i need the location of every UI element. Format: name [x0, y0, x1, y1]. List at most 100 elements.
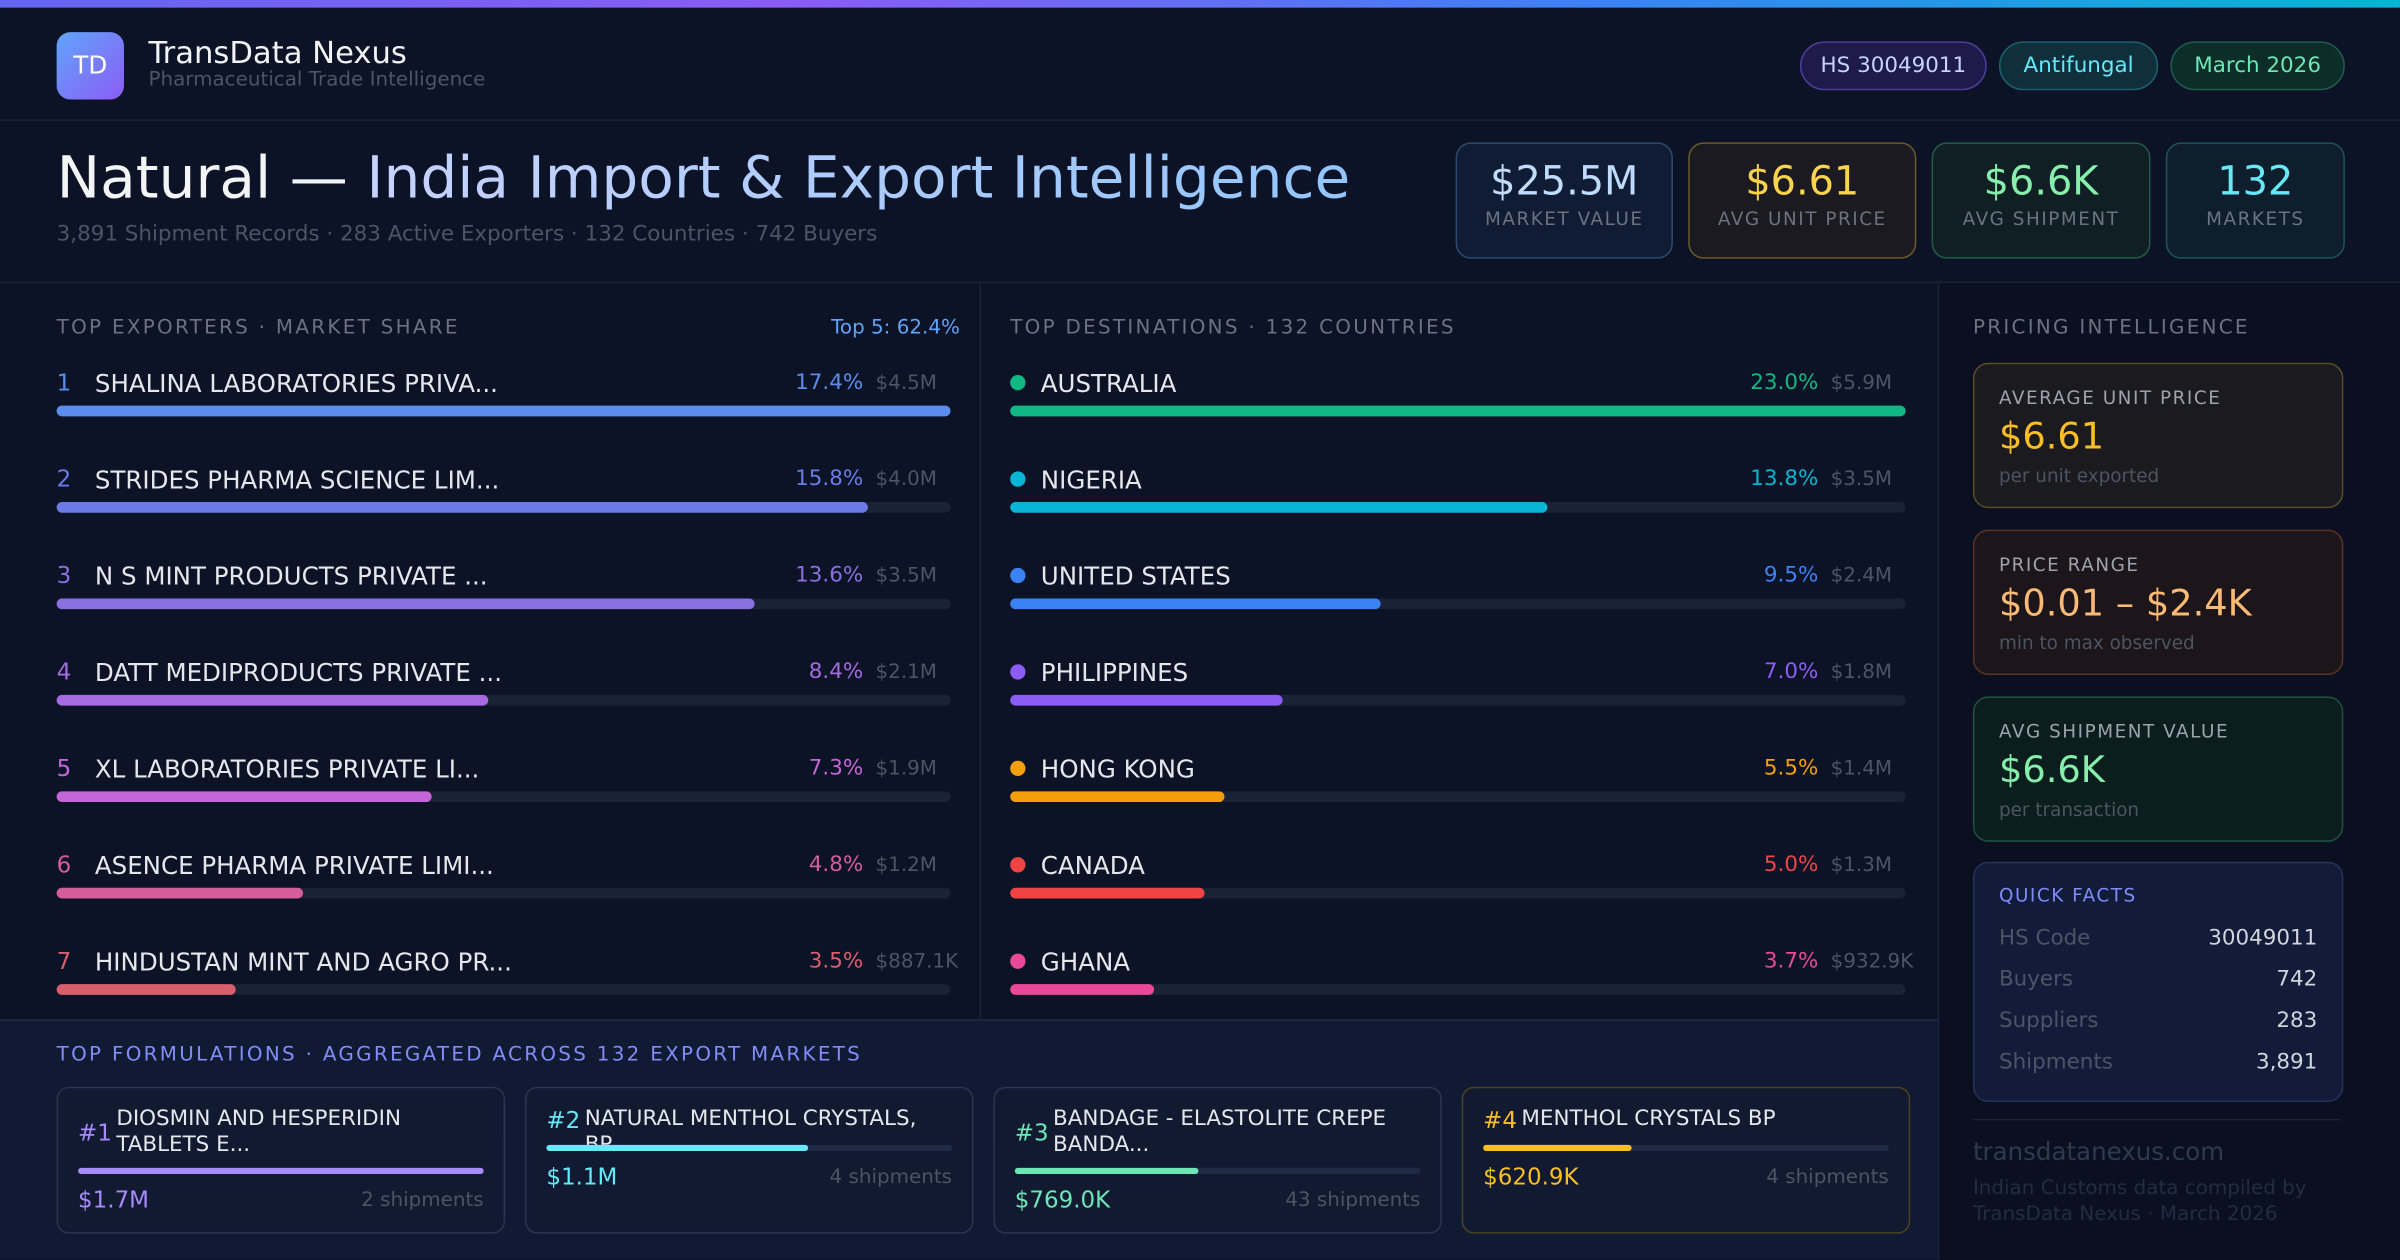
pricing-value: $0.01 – $2.4K: [1998, 581, 2252, 625]
kpi-label: AVG UNIT PRICE: [1717, 208, 1887, 230]
pricing-card: AVERAGE UNIT PRICE $6.61 per unit exported: [1972, 362, 2344, 509]
divider: [1972, 1118, 2341, 1121]
share-bar: [1010, 502, 1548, 513]
pricing-value: $6.6K: [1998, 748, 2105, 792]
amount: $1.4M: [1830, 757, 1893, 781]
value-bar: [1014, 1167, 1199, 1174]
kpi-label: AVG SHIPMENT: [1962, 208, 2120, 230]
share: 3.7%: [1763, 948, 1819, 974]
exporter-name: DATT MEDIPRODUCTS PRIVATE ...: [94, 658, 502, 688]
pill[interactable]: March 2026: [2170, 41, 2345, 91]
bar-track: [56, 887, 951, 899]
amount: $1.3M: [1830, 854, 1893, 878]
amount: $1.9M: [875, 757, 937, 781]
pricing-note: per transaction: [1998, 798, 2140, 821]
exporter-name: HINDUSTAN MINT AND AGRO PR...: [94, 947, 512, 977]
amount: $2.1M: [875, 661, 937, 685]
share-bar: [56, 502, 869, 513]
rank: 1: [56, 368, 72, 397]
kpi-value: $6.61: [1745, 159, 1860, 206]
rank: 6: [56, 851, 72, 879]
country-name: PHILIPPINES: [1040, 658, 1189, 688]
pricing-label: AVERAGE UNIT PRICE: [1998, 387, 2222, 409]
fact-value: 3,891: [2255, 1049, 2318, 1075]
divider: [0, 281, 2400, 284]
amount: $4.5M: [875, 371, 937, 395]
share-bar: [56, 984, 237, 995]
formulation-value: $1.7M: [78, 1186, 149, 1214]
value-bar: [1483, 1144, 1632, 1152]
share-bar: [1010, 791, 1225, 803]
share: 5.5%: [1763, 756, 1819, 781]
country-name: AUSTRALIA: [1040, 368, 1177, 398]
kpi: $6.61 AVG UNIT PRICE: [1688, 142, 1917, 259]
kpi-label: MARKETS: [2206, 208, 2305, 230]
exporter-name: XL LABORATORIES PRIVATE LI...: [94, 754, 480, 784]
fact-value: 30049011: [2208, 926, 2318, 951]
share-bar: [56, 887, 304, 899]
section-heading: TOP DESTINATIONS · 132 COUNTRIES: [1010, 316, 1456, 340]
share-bar: [1010, 598, 1381, 610]
share: 4.8%: [808, 852, 864, 878]
amount: $4.0M: [875, 468, 937, 492]
amount: $3.5M: [1830, 468, 1893, 492]
quick-facts: QUICK FACTS HS Code 30049011 Buyers 742 Supp…: [1972, 861, 2344, 1103]
shipments: 4 shipments: [829, 1166, 953, 1190]
facts-heading: QUICK FACTS: [1998, 884, 2137, 907]
share-bar: [1010, 984, 1155, 995]
shipments: 43 shipments: [1285, 1189, 1421, 1213]
share: 17.4%: [795, 370, 864, 395]
divider: [979, 283, 982, 1021]
pricing-value: $6.61: [1998, 414, 2105, 458]
kpi: 132 MARKETS: [2165, 142, 2345, 259]
amount: $2.4M: [1830, 564, 1893, 588]
rank: 3: [56, 561, 72, 590]
rank: 2: [56, 465, 72, 493]
dot: [1010, 374, 1026, 391]
formulation-card: #4 MENTHOL CRYSTALS BP $620.9K 4 shipments: [1461, 1086, 1911, 1234]
share-bar: [56, 405, 951, 417]
formulation-value: $769.0K: [1014, 1186, 1111, 1214]
section-heading: PRICING INTELLIGENCE: [1972, 316, 2250, 340]
dot: [1010, 760, 1026, 777]
section-heading: TOP EXPORTERS · MARKET SHARE: [56, 316, 460, 340]
amount: $3.5M: [875, 564, 937, 588]
fact-label: Buyers: [1998, 967, 2074, 992]
bar-track: [1014, 1167, 1421, 1174]
share-bar: [56, 598, 756, 610]
rank: 7: [56, 947, 72, 975]
share-bar: [1010, 887, 1205, 899]
fact-value: 742: [2276, 967, 2318, 992]
formulation-value: $1.1M: [546, 1163, 618, 1191]
share: 8.4%: [808, 659, 864, 685]
formulation-card: #3 BANDAGE - ELASTOLITE CREPE BANDA... $76…: [993, 1086, 1442, 1234]
rank: #2: [546, 1106, 581, 1135]
title-main: India Import & Export Intelligence: [366, 143, 1351, 212]
divider: [0, 119, 2400, 121]
bar-track: [1010, 694, 1906, 706]
pricing-card: PRICE RANGE $0.01 – $2.4K min to max obser…: [1972, 529, 2344, 675]
brand: TransData Nexus: [148, 33, 407, 71]
share: 15.8%: [795, 466, 864, 492]
pill[interactable]: Antifungal: [1998, 41, 2159, 91]
bar-track: [1010, 984, 1906, 995]
share: 13.6%: [795, 563, 864, 588]
fact-label: Suppliers: [1998, 1008, 2099, 1034]
country-name: GHANA: [1040, 947, 1131, 977]
formulation-card: #1 DIOSMIN AND HESPERIDIN TABLETS E... $1.…: [56, 1086, 506, 1234]
amount: $1.8M: [1830, 661, 1893, 685]
tagline: Pharmaceutical Trade Intelligence: [148, 68, 486, 92]
bar-track: [1010, 791, 1906, 803]
country-name: UNITED STATES: [1040, 561, 1231, 591]
formulation-name: MENTHOL CRYSTALS BP: [1521, 1106, 1776, 1132]
amount: $887.1K: [875, 950, 959, 974]
pricing-note: per unit exported: [1998, 465, 2160, 487]
footer-note: Indian Customs data compiled by TransDat…: [1972, 1177, 2307, 1227]
pricing-label: AVG SHIPMENT VALUE: [1998, 720, 2230, 743]
pill[interactable]: HS 30049011: [1799, 41, 1987, 91]
fact-label: HS Code: [1998, 926, 2091, 951]
country-name: HONG KONG: [1040, 754, 1195, 784]
page-title: Natural — India Import & Export Intellig…: [57, 144, 1351, 211]
